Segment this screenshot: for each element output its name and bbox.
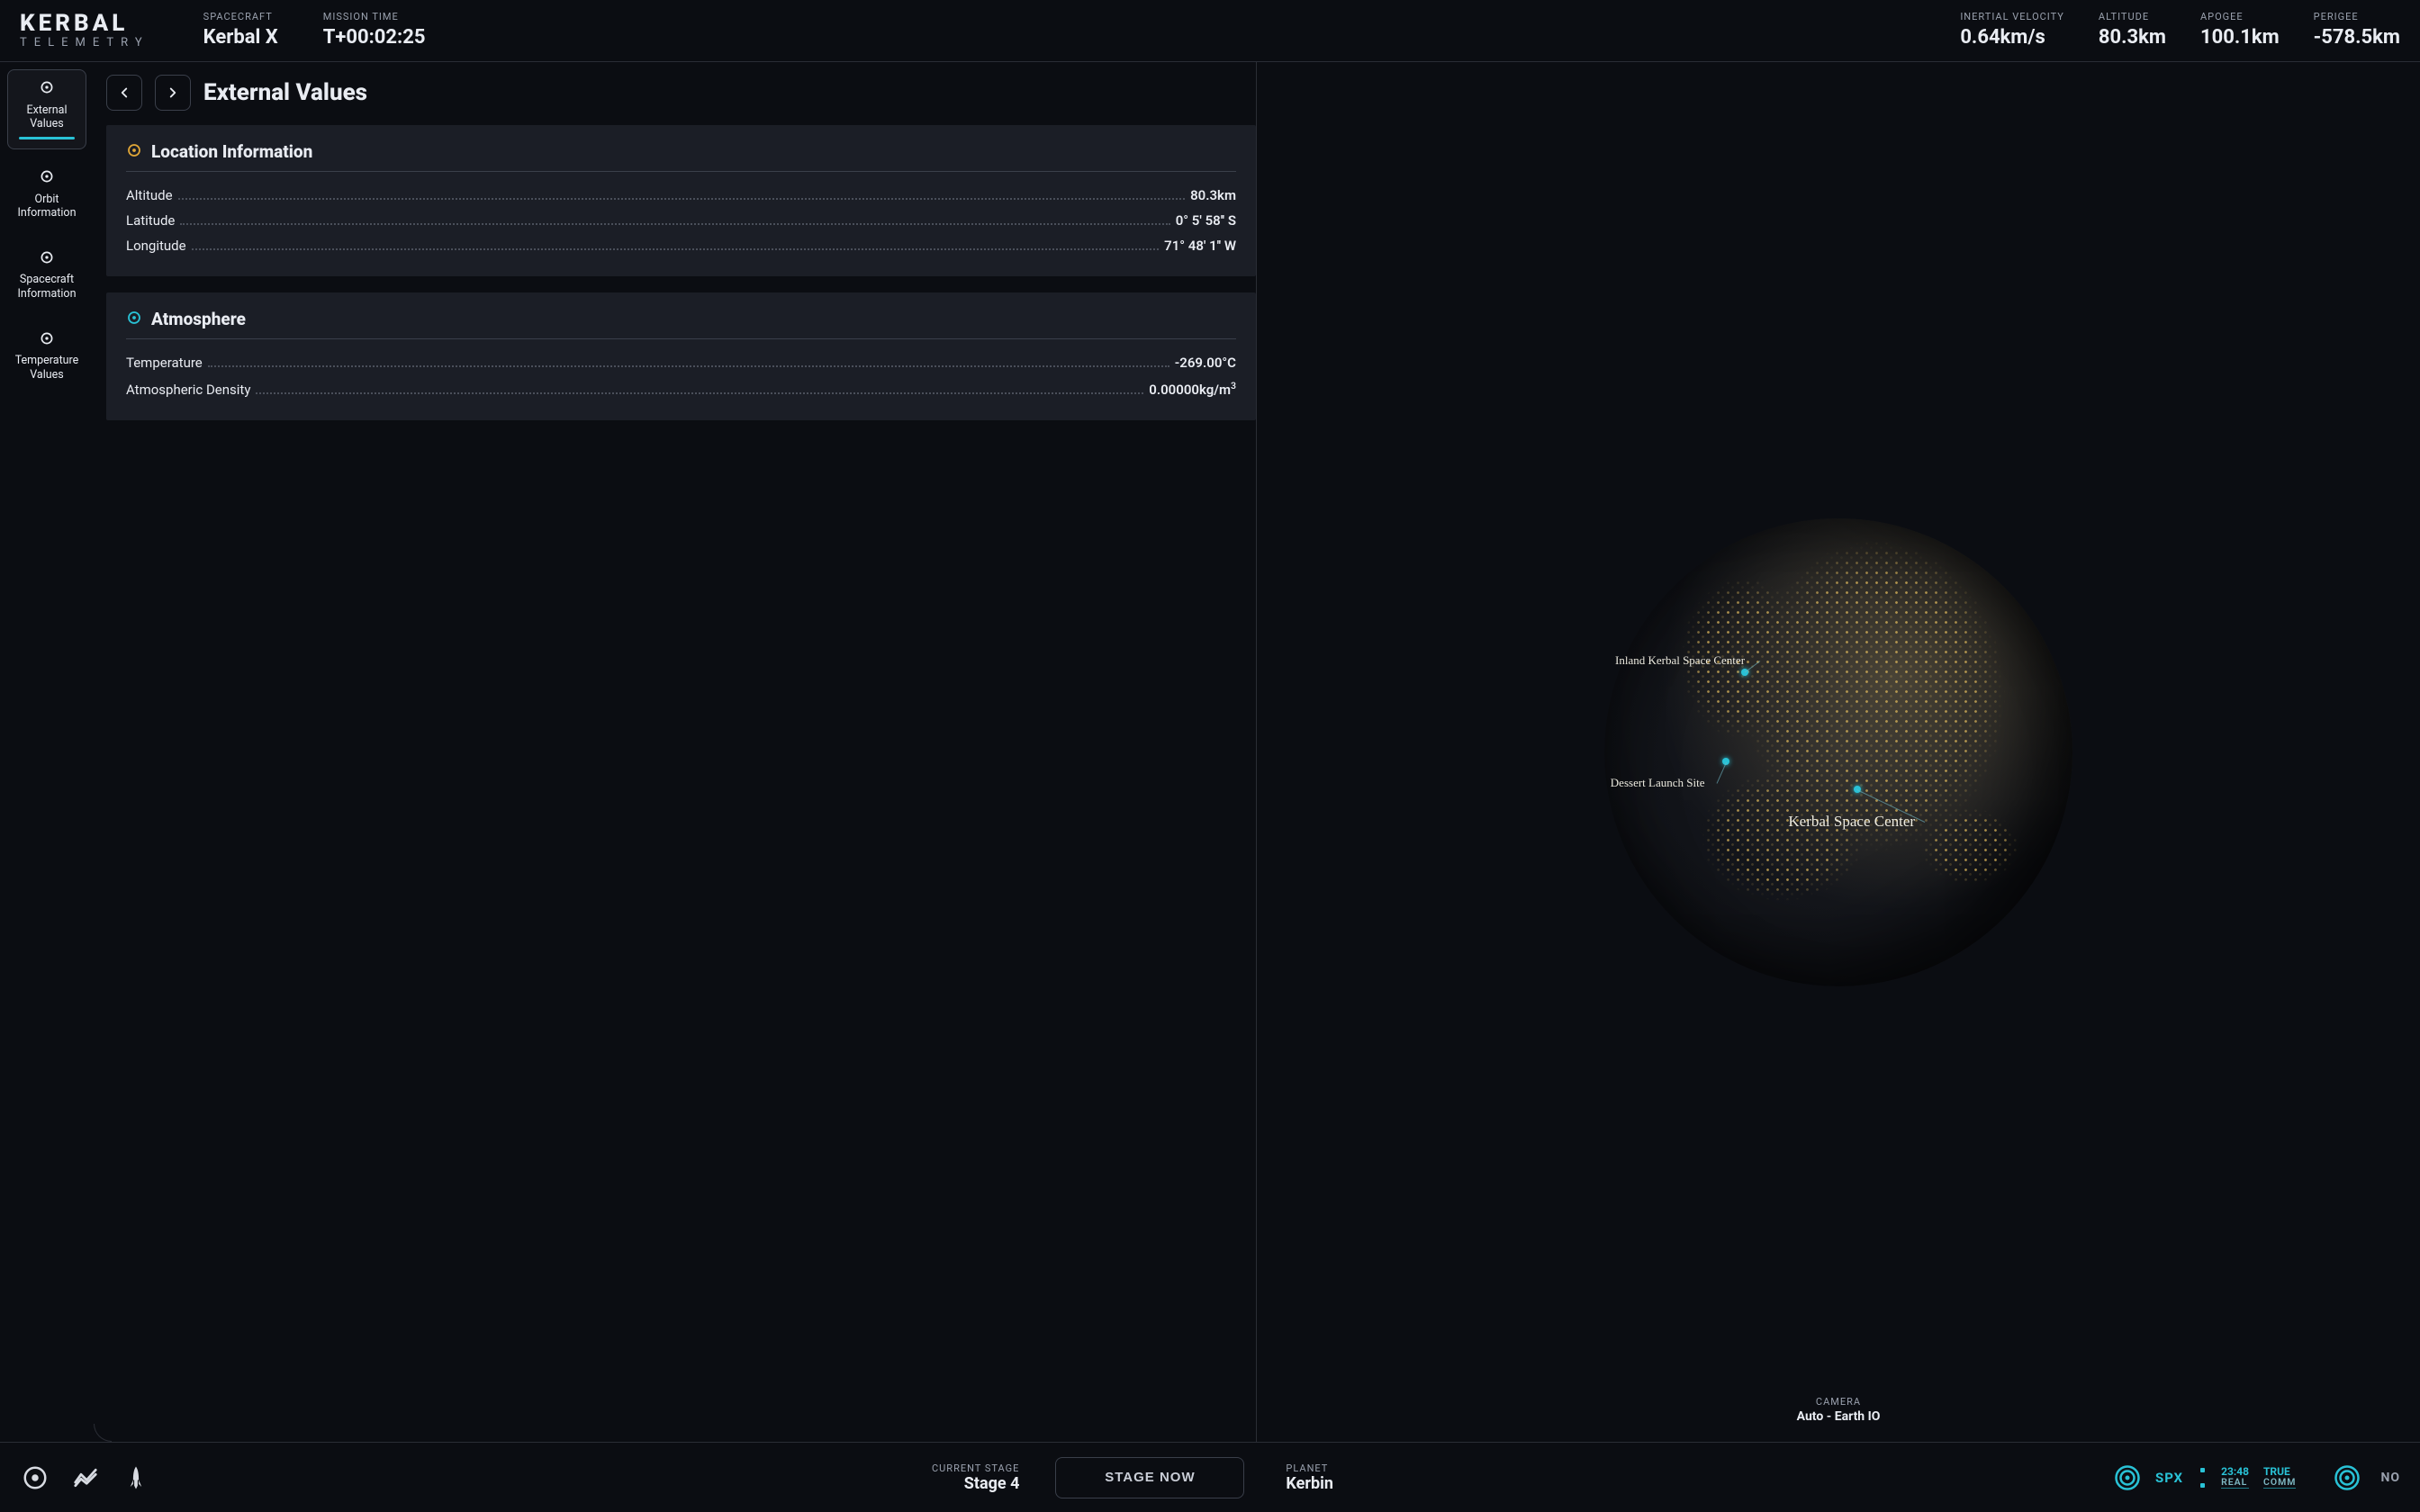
stat-value: 0.64km/s (1960, 26, 2064, 49)
nav-forward-button[interactable] (155, 75, 191, 111)
comm-mode-bottom: COMM (2263, 1477, 2296, 1487)
sidebar-item-orbit-information[interactable]: OrbitInformation (7, 158, 86, 230)
row-value: -269.00°C (1175, 355, 1236, 371)
signal-ring-icon (2114, 1464, 2141, 1491)
planet-label: PLANET (1286, 1462, 1333, 1474)
sidebar-item-spacecraft-information[interactable]: SpacecraftInformation (7, 239, 86, 311)
sidebar-item-temperature-values[interactable]: TemperatureValues (7, 320, 86, 392)
globe[interactable]: Inland Kerbal Space CenterDessert Launch… (1604, 518, 2072, 986)
dots-filler (178, 198, 1186, 200)
card-location: Location Information Altitude 80.3km Latit… (106, 125, 1256, 276)
row-key: Latitude (126, 212, 175, 229)
row-value: 71° 48' 1'' W (1164, 238, 1236, 254)
stat-altitude: ALTITUDE 80.3km (2099, 11, 2166, 49)
stat-perigee: PERIGEE -578.5km (2314, 11, 2400, 49)
comm-time[interactable]: 23:48 REAL (2221, 1466, 2249, 1490)
signal-ring-icon (2334, 1464, 2361, 1491)
page-title: External Values (203, 79, 367, 106)
row-value: 0.00000kg/m3 (1149, 380, 1236, 398)
camera-label: CAMERA (1797, 1396, 1881, 1408)
target-icon (126, 310, 142, 329)
footer-rocket-icon[interactable] (121, 1462, 151, 1493)
row-key: Temperature (126, 355, 203, 371)
planet-value: Kerbin (1286, 1474, 1333, 1493)
row-key: Atmospheric Density (126, 382, 250, 398)
planet-info: PLANET Kerbin (1286, 1462, 1333, 1493)
data-row: Temperature -269.00°C (126, 350, 1236, 375)
stat-inertial-velocity: INERTIAL VELOCITY 0.64km/s (1960, 11, 2064, 49)
row-key: Longitude (126, 238, 186, 254)
globe-panel[interactable]: Inland Kerbal Space CenterDessert Launch… (1257, 62, 2420, 1442)
stat-label: SPACECRAFT (203, 11, 278, 22)
comm-time-bottom: REAL (2221, 1477, 2249, 1487)
target-icon (126, 142, 142, 162)
sidebar-item-label: ExternalValues (12, 104, 82, 131)
sidebar-item-label: OrbitInformation (12, 193, 82, 220)
sidebar-item-external-values[interactable]: ExternalValues (7, 69, 86, 149)
arrow-right-icon (165, 85, 181, 101)
target-icon (12, 79, 82, 100)
footer-globe-icon[interactable] (20, 1462, 50, 1493)
sidebar-item-label: TemperatureValues (12, 354, 82, 382)
stat-apogee: APOGEE 100.1km (2200, 11, 2280, 49)
card-title: Location Information (151, 141, 312, 162)
row-value: 80.3km (1190, 187, 1236, 203)
current-stage-label: CURRENT STAGE (932, 1462, 1019, 1474)
stat-label: APOGEE (2200, 11, 2280, 22)
card-title: Atmosphere (151, 309, 246, 329)
camera-info: CAMERA Auto - Earth IO (1797, 1396, 1881, 1424)
sidebar-item-label: SpacecraftInformation (12, 273, 82, 301)
target-icon (12, 168, 82, 189)
row-value: 0° 5' 58'' S (1176, 212, 1236, 229)
comm-cutoff: NO (2380, 1471, 2400, 1485)
logo-main: KERBAL (20, 12, 149, 35)
content-left: External Values Location Information Alt… (94, 62, 1257, 1442)
stat-value: T+00:02:25 (323, 26, 426, 49)
target-icon (12, 330, 82, 351)
comm-divider-icon (2198, 1468, 2207, 1488)
camera-value: Auto - Earth IO (1797, 1409, 1881, 1424)
arrow-left-icon (116, 85, 132, 101)
stat-label: MISSION TIME (323, 11, 426, 22)
nav-back-button[interactable] (106, 75, 142, 111)
stat-value: 80.3km (2099, 26, 2166, 49)
dots-filler (208, 365, 1169, 367)
data-row: Latitude 0° 5' 58'' S (126, 208, 1236, 233)
row-key: Altitude (126, 187, 173, 203)
data-row: Altitude 80.3km (126, 183, 1236, 208)
card-atmosphere: Atmosphere Temperature -269.00°C Atmospher… (106, 292, 1256, 420)
stat-label: INERTIAL VELOCITY (1960, 11, 2064, 22)
comm-block: SPX 23:48 REAL TRUE COMM NO (2114, 1464, 2400, 1491)
dots-filler (180, 223, 1169, 225)
stat-label: ALTITUDE (2099, 11, 2166, 22)
logo-sub: TELEMETRY (20, 37, 149, 49)
header-bar: KERBAL TELEMETRY SPACECRAFT Kerbal X MIS… (0, 0, 2420, 62)
footer-chart-icon[interactable] (70, 1462, 101, 1493)
data-row: Atmospheric Density 0.00000kg/m3 (126, 375, 1236, 402)
app-logo: KERBAL TELEMETRY (20, 12, 149, 49)
stage-now-button[interactable]: STAGE NOW (1055, 1457, 1244, 1498)
sidebar: ExternalValues OrbitInformation Spacecraft… (0, 62, 94, 1442)
stat-value: Kerbal X (203, 26, 278, 49)
comm-mode[interactable]: TRUE COMM (2263, 1466, 2296, 1490)
dots-filler (192, 248, 1160, 250)
dots-filler (256, 392, 1143, 394)
stat-spacecraft: SPACECRAFT Kerbal X (203, 11, 278, 49)
comm-spx: SPX (2155, 1470, 2183, 1486)
stat-value: -578.5km (2314, 26, 2400, 49)
stat-value: 100.1km (2200, 26, 2280, 49)
footer-bar: CURRENT STAGE Stage 4 STAGE NOW PLANET K… (0, 1442, 2420, 1512)
target-icon (12, 249, 82, 270)
current-stage-value: Stage 4 (932, 1474, 1019, 1493)
stat-mission-time: MISSION TIME T+00:02:25 (323, 11, 426, 49)
current-stage: CURRENT STAGE Stage 4 (932, 1462, 1019, 1493)
data-row: Longitude 71° 48' 1'' W (126, 233, 1236, 258)
stat-label: PERIGEE (2314, 11, 2400, 22)
